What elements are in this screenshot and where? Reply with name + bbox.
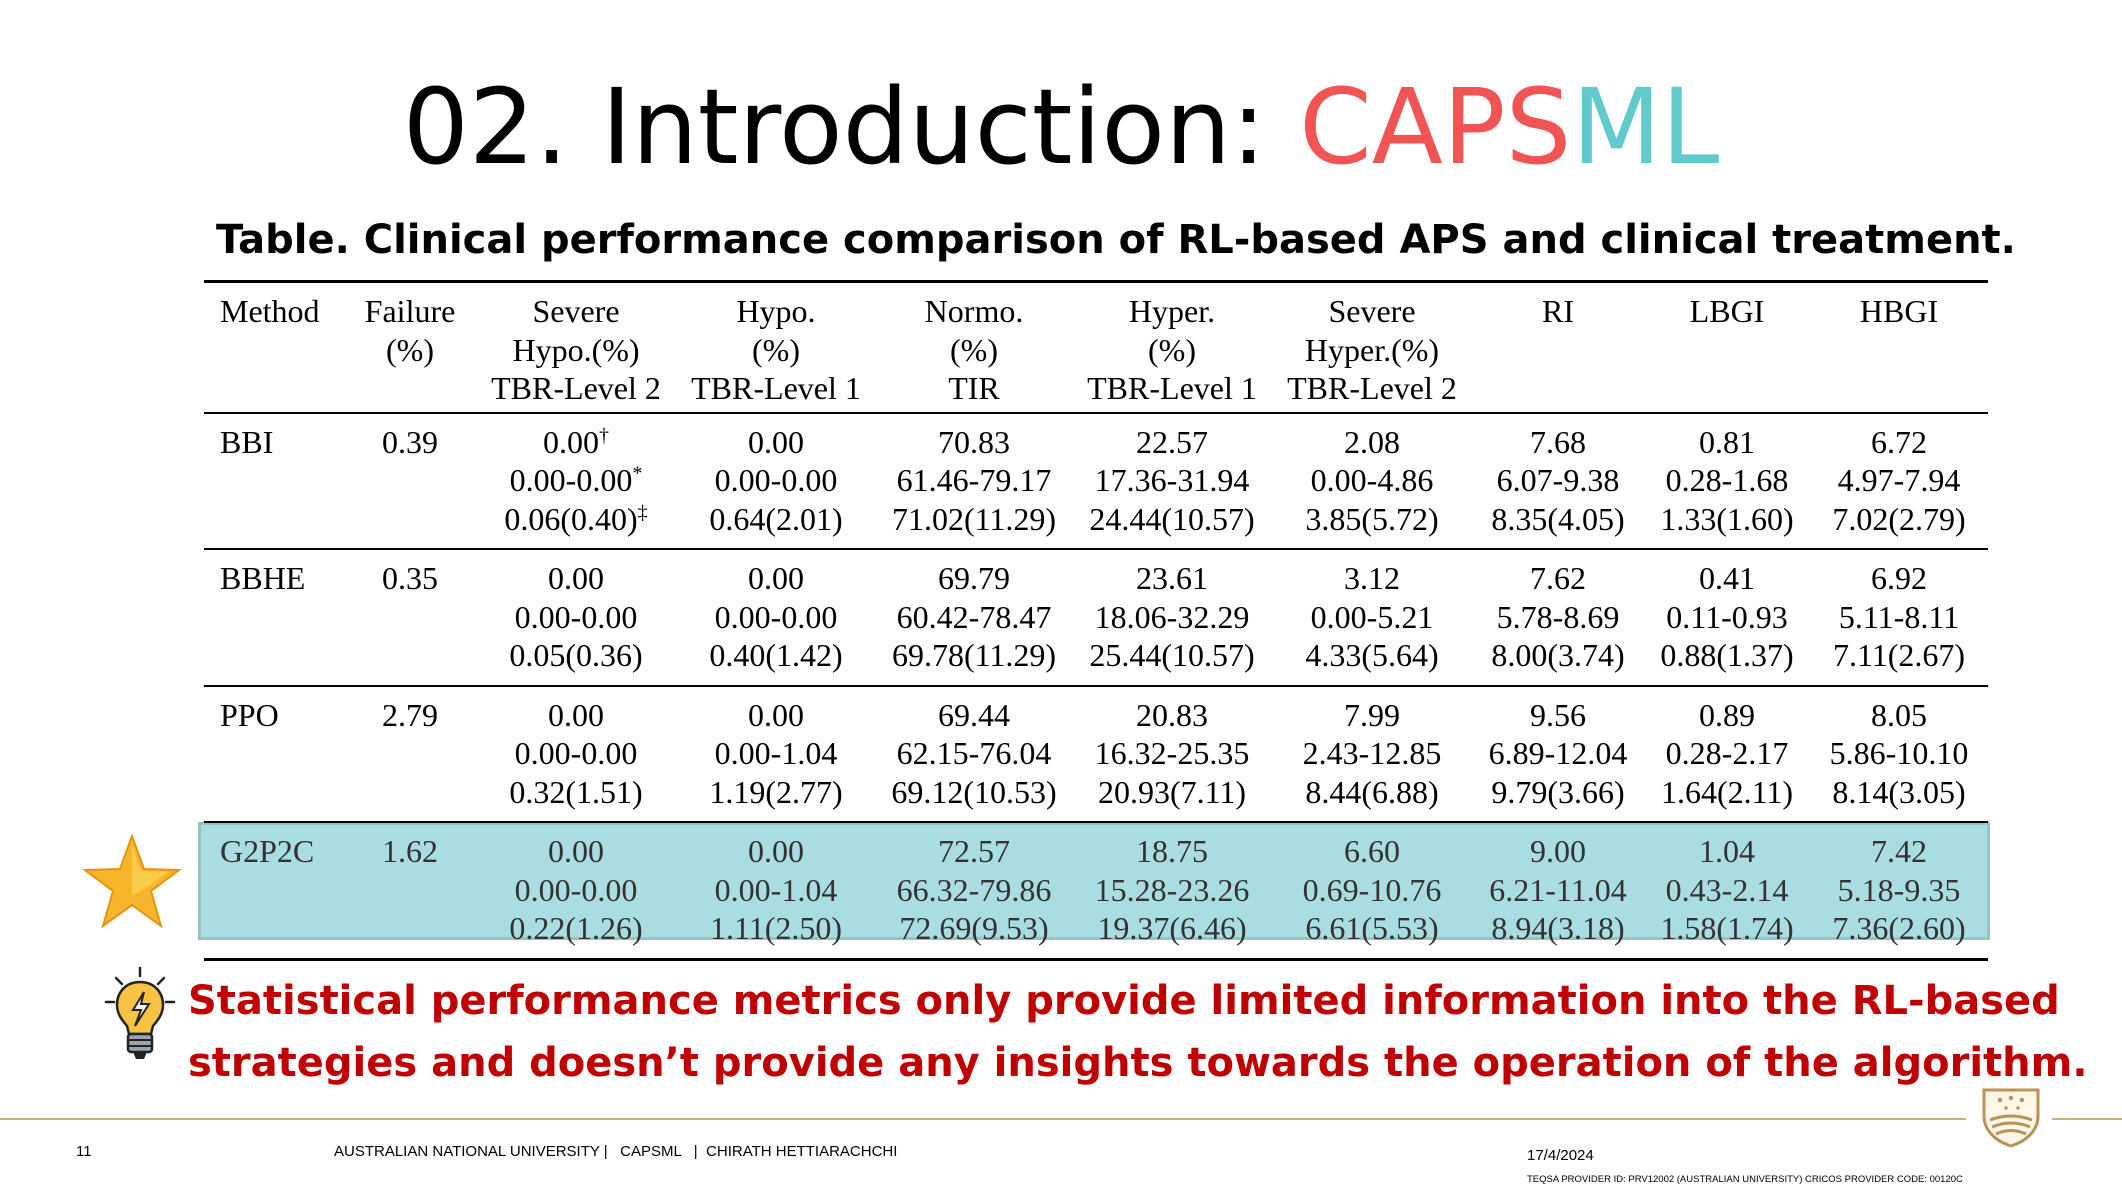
slide-title: 02. Introduction: CAPSML — [0, 62, 2122, 192]
table-cell: 69.44 62.15-76.04 69.12(10.53) — [891, 696, 1057, 810]
performance-table: Method Failure (%) Severe Hypo.(%) TBR-Leve… — [204, 280, 1988, 961]
page-number: 11 — [76, 1143, 92, 1160]
footer-divider-right — [2052, 1118, 2122, 1120]
table-cell: 6.92 5.11-8.11 7.11(2.67) — [1832, 560, 1966, 673]
table-cell: 0.00 0.00-1.04 1.19(2.77) — [709, 696, 843, 810]
table-cell: 0.00 0.00-0.00 0.05(0.36) — [509, 560, 643, 673]
table-cell: 1.04 0.43-2.14 1.58(1.74) — [1660, 833, 1794, 946]
header-cell: RI — [1542, 293, 1574, 329]
table-cell: 20.83 16.32-25.35 20.93(7.11) — [1094, 696, 1250, 810]
footer-divider — [0, 1118, 1966, 1120]
header-cell: HBGI — [1859, 293, 1939, 329]
table-cell: 0.00† 0.00-0.00* 0.06(0.40)‡ — [504, 423, 648, 537]
star-icon — [82, 834, 182, 929]
table-cell: 22.57 17.36-31.94 24.44(10.57) — [1089, 423, 1255, 537]
table-cell: 0.00 0.00-0.00 0.32(1.51) — [509, 696, 643, 810]
table-cell: 7.42 5.18-9.35 7.36(2.60) — [1832, 833, 1966, 946]
failure-cell: 0.39 — [382, 423, 438, 460]
failure-cell: 0.35 — [382, 560, 438, 596]
callout-line-2: strategies and doesn’t provide any insig… — [188, 1040, 2088, 1086]
table-cell: 70.83 61.46-79.17 71.02(11.29) — [891, 423, 1057, 537]
failure-cell: 1.62 — [382, 833, 438, 869]
table-cell: 0.81 0.28-1.68 1.33(1.60) — [1660, 423, 1794, 537]
method-cell: BBHE — [220, 560, 306, 596]
header-cell: Hypo. (%) TBR-Level 1 — [691, 293, 861, 406]
header-cell: LBGI — [1689, 293, 1765, 329]
header-cell: Failure (%) — [364, 293, 456, 368]
table-cell: 7.99 2.43-12.85 8.44(6.88) — [1302, 696, 1442, 810]
table-cell: 0.00 0.00-1.04 1.11(2.50) — [709, 833, 843, 946]
title-accent-caps: CAPS — [1299, 66, 1572, 188]
table-cell: 0.00 0.00-0.00 0.64(2.01) — [709, 423, 843, 537]
table-row: PPO 2.79 0.00 0.00-0.00 0.32(1.51) 0.00 0.0… — [204, 686, 1988, 822]
anu-crest-icon — [1982, 1088, 2040, 1148]
footer-date: 17/4/2024 — [1527, 1147, 1594, 1164]
table-row-highlighted: G2P2C 1.62 0.00 0.00-0.00 0.22(1.26) 0.00 0… — [204, 822, 1988, 959]
table-cell: 8.05 5.86-10.10 8.14(3.05) — [1829, 696, 1969, 810]
title-accent-ml: ML — [1571, 66, 1720, 188]
table-cell: 0.00 0.00-0.00 0.22(1.26) — [509, 833, 643, 946]
table-cell: 23.61 18.06-32.29 25.44(10.57) — [1089, 560, 1255, 673]
highlight-row-background — [198, 822, 1990, 940]
table-cell: 6.60 0.69-10.76 6.61(5.53) — [1302, 833, 1442, 946]
table-cell: 9.56 6.89-12.04 9.79(3.66) — [1488, 696, 1628, 810]
header-cell: Hyper. (%) TBR-Level 1 — [1087, 293, 1257, 406]
callout-line-1: Statistical performance metrics only pro… — [188, 978, 2060, 1024]
table-cell: 7.62 5.78-8.69 8.00(3.74) — [1491, 560, 1625, 673]
header-cell: Normo. (%) TIR — [924, 293, 1024, 406]
table-cell: 6.72 4.97-7.94 7.02(2.79) — [1832, 423, 1966, 537]
title-prefix: 02. Introduction: — [402, 66, 1300, 188]
footer-teqsa: TEQSA PROVIDER ID: PRV12002 (AUSTRALIAN … — [1527, 1174, 1963, 1185]
table-cell: 69.79 60.42-78.47 69.78(11.29) — [891, 560, 1057, 673]
table-caption: Table. Clinical performance comparison o… — [216, 217, 2016, 263]
method-cell: G2P2C — [220, 833, 315, 869]
table-cell: 18.75 15.28-23.26 19.37(6.46) — [1094, 833, 1250, 946]
table-cell: 9.00 6.21-11.04 8.94(3.18) — [1489, 833, 1627, 946]
failure-cell: 2.79 — [382, 696, 438, 733]
header-cell: Severe Hyper.(%) TBR-Level 2 — [1287, 293, 1457, 406]
lightbulb-icon — [104, 966, 176, 1059]
header-cell: Severe Hypo.(%) TBR-Level 2 — [491, 293, 661, 406]
method-cell: BBI — [220, 423, 274, 460]
table-cell: 2.08 0.00-4.86 3.85(5.72) — [1305, 423, 1439, 537]
table-cell: 7.68 6.07-9.38 8.35(4.05) — [1491, 423, 1625, 537]
table-cell: 3.12 0.00-5.21 4.33(5.64) — [1305, 560, 1439, 673]
callout-text: Statistical performance metrics only pro… — [188, 970, 2088, 1094]
footer-info: AUSTRALIAN NATIONAL UNIVERSITY | CAPSML … — [334, 1143, 898, 1160]
header-cell: Method — [220, 293, 320, 329]
table-cell: 72.57 66.32-79.86 72.69(9.53) — [896, 833, 1052, 946]
table-row: BBI 0.39 0.00† 0.00-0.00* 0.06(0.40)‡ 0.00… — [204, 413, 1988, 549]
table-cell: 0.89 0.28-2.17 1.64(2.11) — [1660, 696, 1794, 810]
method-cell: PPO — [220, 696, 279, 733]
table-cell: 0.41 0.11-0.93 0.88(1.37) — [1660, 560, 1794, 673]
table-header-row: Method Failure (%) Severe Hypo.(%) TBR-Leve… — [204, 281, 1988, 413]
table-row: BBHE 0.35 0.00 0.00-0.00 0.05(0.36) 0.00 0.… — [204, 549, 1988, 686]
table-cell: 0.00 0.00-0.00 0.40(1.42) — [709, 560, 843, 673]
